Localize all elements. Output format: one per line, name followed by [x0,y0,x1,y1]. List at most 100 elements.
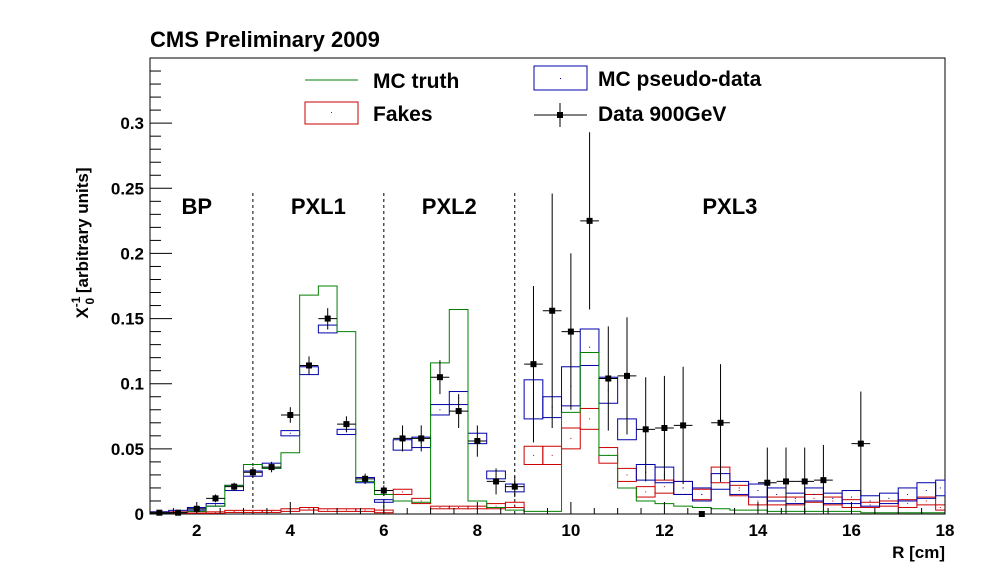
mc_pseudo-bin-center [925,490,927,492]
fakes-bin-center [233,510,235,512]
data-point-marker [801,478,808,485]
region-label: PXL2 [422,194,477,219]
data-point-marker [455,408,462,415]
mc_pseudo-bin-center [289,432,291,434]
data-point [757,447,777,514]
x-tick-label: 12 [655,521,674,540]
fakes-bin-center [271,510,273,512]
data-point-marker [231,483,238,490]
data-point [337,416,356,432]
data-point [776,447,796,514]
region-labels: BP PXL1 PXL2 PXL3 [181,194,757,219]
fakes-bin [392,488,413,495]
x-tick-label: 18 [936,521,955,540]
data-point-marker [212,495,219,502]
mc_pseudo-bin-center [214,504,216,506]
fakes-bin-center [738,490,740,492]
legend-fakes-label: Fakes [373,103,433,126]
data-point [150,509,169,516]
fakes-bin-center [252,510,254,512]
fakes-bin-center [532,454,534,456]
data-point [561,253,581,410]
y-axis-label-main: X [73,307,92,319]
y-tick-label: 0.2 [120,244,144,263]
plot-frame [149,57,946,515]
fakes-bin-center [939,506,941,508]
data-point [411,425,431,452]
fakes-bin-center [420,500,422,502]
data-point-marker [268,464,275,471]
fakes-bin-center [813,497,815,499]
mc_pseudo-bin-center [776,493,778,495]
mc_pseudo-bin [579,328,600,366]
data-point [542,193,562,429]
fakes-bin-center [570,437,572,439]
mc_pseudo-bin-center [383,500,385,502]
mc_pseudo-bin-center [682,487,684,489]
legend: MC truth Fakes MC pseudo-data Data 900Ge… [304,65,762,127]
data-point-marker [418,435,425,442]
data-point [393,425,412,452]
mc_pseudo-bin-center [439,409,441,411]
data-point [262,461,281,473]
data-point-marker [530,361,537,368]
x-tick-label: 6 [379,521,388,540]
fakes-bin-center [832,500,834,502]
data-point-marker [493,478,500,485]
y-axis-label-rest: [arbitrary units] [73,167,92,297]
data-point-marker [511,483,518,490]
data-point [795,447,815,514]
x-tick-label: 4 [286,521,296,540]
fakes-bin-center [514,504,516,506]
x-tick-label: 10 [561,521,580,540]
data-point [711,364,730,482]
series-data-900gev [150,132,871,517]
y-tick-label: 0.1 [120,375,144,394]
data-point [280,407,300,423]
mc_pseudo-bin-center [813,493,815,495]
legend-mc-pseudo-label: MC pseudo-data [598,68,762,91]
data-point-marker [567,328,574,335]
data-point-marker [436,374,443,381]
y-tick-label: 0.05 [111,440,144,459]
data-point-marker [642,426,649,433]
legend-fakes-dot [331,112,332,113]
fakes-bin-center [402,491,404,493]
mc_pseudo-bin [935,479,946,497]
fakes-bin-center [495,505,497,507]
fakes-bin-center [626,474,628,476]
data-point [636,377,656,482]
data-point-marker [698,511,705,517]
series-mc-pseudo-data [149,324,946,514]
region-label: PXL3 [702,194,757,219]
fakes-bin-center [925,500,927,502]
data-point-marker [857,440,864,447]
fakes-bin-center [757,500,759,502]
data-point-marker [624,372,630,379]
data-point-marker [306,362,312,369]
data-point-marker [287,411,294,418]
mc_pseudo-bin-center [794,497,796,499]
data-point [692,511,712,517]
y-tick-label: 0.3 [120,114,144,133]
data-point-marker [586,217,593,224]
data-point [449,394,468,429]
fakes-bin-center [458,506,460,508]
fakes-bin-center [907,503,909,505]
fakes-bin-center [327,509,329,511]
region-dividers [252,193,516,514]
fakes-bin-center [364,509,366,511]
data-point-marker [175,509,182,516]
fakes-bin-center [308,508,310,510]
fakes-bin-center [645,491,647,493]
fakes-bin-center [794,500,796,502]
data-point [299,356,319,375]
data-point [430,360,450,395]
data-point [355,473,375,485]
y-axis-ticks: 0 0.05 0.1 0.15 0.2 0.25 0.3 [111,57,172,524]
mc_pseudo-bin [691,487,712,502]
mc_pseudo-bin-center [738,487,740,489]
y-tick-label: 0.15 [111,310,144,329]
data-point-marker [717,419,724,426]
data-point [655,375,674,481]
